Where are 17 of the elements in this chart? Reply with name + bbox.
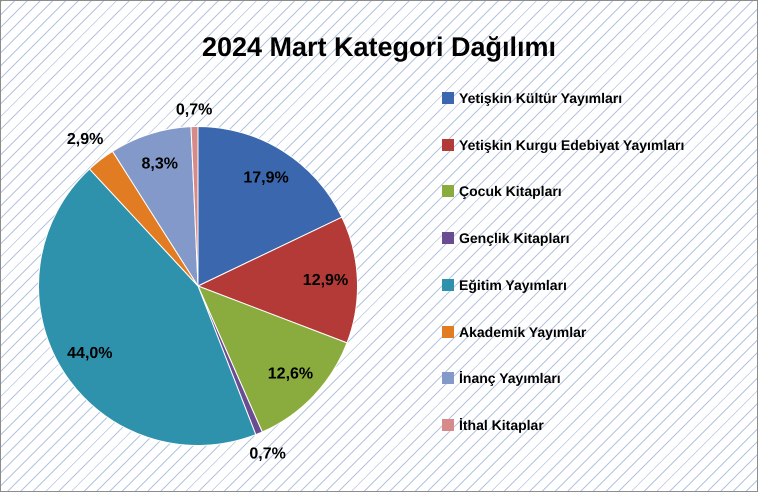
legend-label: Yetişkin Kültür Yayımları (459, 90, 622, 106)
legend-label: Yetişkin Kurgu Edebiyat Yayımları (459, 136, 684, 153)
data-label: 12,9% (302, 272, 348, 290)
data-label: 8,3% (141, 156, 178, 173)
data-label: 0,7% (249, 445, 286, 462)
legend-label: Akademik Yayımlar (459, 324, 586, 340)
data-label: 44,0% (67, 345, 113, 362)
data-label: 12,6% (268, 365, 314, 382)
legend-label: Gençlik Kitapları (459, 230, 570, 246)
chart-title: 2024 Mart Kategori Dağılımı (200, 31, 558, 64)
data-label: 2,9% (66, 130, 104, 148)
data-label: 17,9% (243, 169, 289, 186)
legend-label: İnanç Yayımları (459, 370, 561, 386)
legend-label: İthal Kitaplar (459, 416, 544, 433)
legend-label: Eğitim Yayımları (459, 276, 567, 293)
legend-label: Çocuk Kitapları (459, 183, 562, 200)
data-label: 0,7% (176, 102, 212, 119)
